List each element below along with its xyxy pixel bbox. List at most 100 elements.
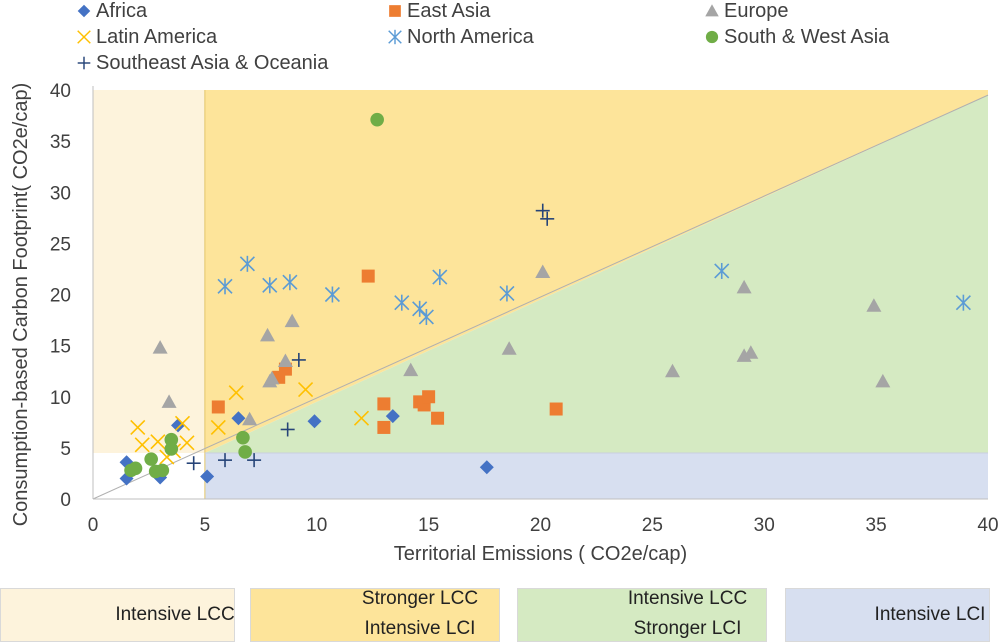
- data-point-europe: [535, 264, 551, 279]
- data-point-east-asia: [377, 397, 391, 411]
- data-point-latin-america: [130, 419, 146, 435]
- data-point-europe: [403, 362, 419, 377]
- data-point-europe: [152, 340, 168, 354]
- y-tick-label: 10: [50, 388, 71, 409]
- data-point-north-america: [714, 262, 730, 279]
- zone-legend-intensive-lci-swatch: [785, 588, 990, 642]
- zone-legend-intensive-lcc-label: Intensive LCC: [100, 600, 250, 630]
- data-point-southeast-asia-oceania: [540, 211, 555, 226]
- data-point-europe: [501, 341, 517, 355]
- data-point-europe: [161, 394, 177, 408]
- legend-label: Southeast Asia & Oceania: [96, 52, 329, 74]
- data-point-north-america: [262, 277, 278, 294]
- x-tick-label: 15: [418, 515, 439, 536]
- zone-legend-stronger-lcc-intensive-lci-label: Stronger LCC Intensive LCI: [355, 584, 485, 644]
- data-point-north-america: [217, 278, 233, 295]
- data-point-southeast-asia-oceania: [280, 422, 295, 437]
- data-point-south-west-asia: [238, 445, 252, 459]
- zone-label-line: Stronger LCC: [361, 588, 479, 609]
- data-point-africa: [307, 414, 322, 429]
- zone-area-intensive-lci: [204, 452, 988, 499]
- data-point-southeast-asia-oceania: [535, 203, 550, 218]
- data-point-east-asia: [422, 390, 436, 404]
- series-europe: [152, 264, 891, 426]
- series-east-asia: [211, 269, 563, 434]
- zone-label-line: Intensive LCC: [627, 588, 748, 609]
- y-axis-title: Consumption-based Carbon Footprint( CO2e…: [10, 83, 32, 527]
- x-tick-label: 10: [306, 515, 327, 536]
- zone-label-line: Stronger LCI: [633, 618, 742, 639]
- data-point-europe: [242, 411, 258, 426]
- data-point-north-america: [955, 294, 971, 311]
- y-tick-label: 35: [50, 132, 71, 153]
- data-point-latin-america: [210, 419, 226, 435]
- data-point-latin-america: [174, 415, 191, 431]
- legend-marker-north-america: [388, 29, 402, 45]
- data-point-north-america: [432, 269, 448, 286]
- data-point-north-america: [239, 255, 255, 272]
- data-point-africa: [479, 460, 494, 475]
- zone-legend-stronger-lcc-intensive-lci-swatch: [250, 588, 500, 642]
- zone-legend-intensive-lcc-swatch: [0, 588, 235, 642]
- zone-legend-intensive-lcc-stronger-lci-label: Intensive LCC Stronger LCI: [620, 584, 755, 644]
- legend-marker-latin-america: [77, 30, 91, 44]
- zone-label-line: Intensive LCC: [115, 604, 235, 625]
- data-point-africa: [231, 411, 246, 426]
- data-point-europe: [277, 353, 293, 367]
- data-point-southeast-asia-oceania: [218, 453, 233, 468]
- data-point-east-asia: [361, 269, 375, 283]
- data-point-east-asia: [431, 411, 445, 425]
- data-point-south-west-asia: [370, 112, 384, 127]
- data-point-south-west-asia: [144, 452, 158, 466]
- x-tick-label: 0: [88, 515, 99, 536]
- y-tick-label: 0: [60, 490, 71, 511]
- zone-label-line: Intensive LCI: [874, 604, 986, 625]
- data-point-latin-america: [179, 435, 195, 451]
- y-tick-label: 20: [50, 286, 71, 307]
- x-tick-label: 35: [866, 515, 887, 536]
- legend-marker-europe: [705, 4, 719, 17]
- data-point-europe: [736, 279, 752, 294]
- data-point-latin-america: [297, 382, 314, 398]
- x-tick-label: 20: [530, 515, 551, 536]
- y-tick-label: 30: [50, 183, 71, 204]
- series-latin-america: [130, 382, 370, 465]
- data-point-north-america: [324, 286, 340, 303]
- data-point-southeast-asia-oceania: [247, 453, 262, 468]
- legend-label: Africa: [96, 0, 148, 22]
- legend-marker-east-asia: [389, 5, 401, 17]
- data-point-africa: [200, 469, 215, 484]
- data-point-africa: [385, 409, 400, 424]
- series-north-america: [217, 255, 971, 325]
- data-point-latin-america: [134, 437, 150, 453]
- y-tick-label: 5: [60, 439, 71, 460]
- legend-marker-africa: [77, 4, 91, 18]
- data-point-europe: [665, 363, 681, 378]
- data-point-europe: [875, 373, 891, 388]
- zone-legend-intensive-lci-label: Intensive LCI: [865, 600, 995, 630]
- data-point-southeast-asia-oceania: [186, 456, 201, 471]
- data-point-north-america: [412, 300, 428, 317]
- x-tick-label: 5: [200, 515, 211, 536]
- x-tick-label: 25: [642, 515, 663, 536]
- data-point-east-asia: [211, 400, 225, 414]
- zone-area-intensive-lcc: [93, 90, 205, 453]
- data-point-europe: [260, 327, 276, 342]
- x-axis-title: Territorial Emissions ( CO2e/cap): [394, 543, 687, 565]
- y-tick-label: 15: [50, 337, 71, 358]
- zone-legend-intensive-lcc-stronger-lci-swatch: [517, 588, 767, 642]
- data-point-south-west-asia: [164, 442, 179, 456]
- data-point-europe: [743, 345, 759, 359]
- data-point-europe: [284, 313, 300, 328]
- legend-label: Europe: [724, 0, 789, 22]
- legend-marker-southeast-asia-oceania: [77, 56, 91, 70]
- x-tick-label: 40: [977, 515, 998, 536]
- data-point-south-west-asia: [155, 463, 170, 478]
- data-point-east-asia: [377, 420, 391, 434]
- y-tick-label: 40: [50, 81, 71, 102]
- legend-marker-south-west-asia: [705, 30, 719, 44]
- zone-area-stronger-lci: [204, 95, 988, 453]
- series-south-west-asia: [124, 112, 384, 479]
- data-point-latin-america: [353, 410, 370, 426]
